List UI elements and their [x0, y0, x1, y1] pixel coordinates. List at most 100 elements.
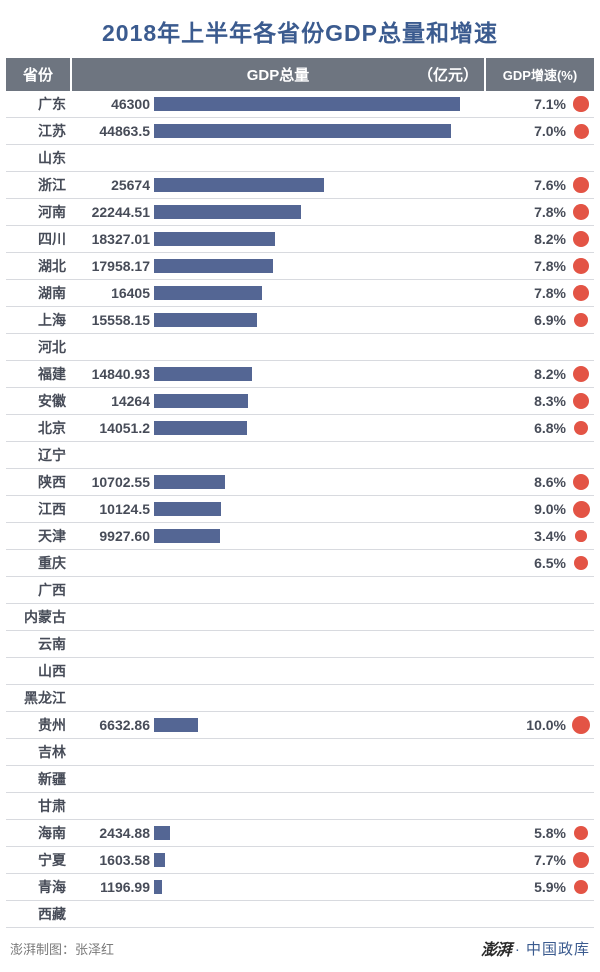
- gdp-cell: 2434.88: [70, 820, 486, 846]
- header-gdp: GDP总量 （亿元）: [70, 58, 486, 91]
- growth-cell: 5.8%: [486, 820, 594, 846]
- province-cell: 甘肃: [6, 793, 70, 819]
- table-row: 河南22244.517.8%: [6, 199, 594, 226]
- growth-dot: [573, 501, 590, 518]
- growth-dot: [573, 231, 589, 247]
- bar-wrap: [154, 361, 486, 387]
- gdp-cell: 1196.99: [70, 874, 486, 900]
- table-row: 宁夏1603.587.7%: [6, 847, 594, 874]
- province-cell: 内蒙古: [6, 604, 70, 630]
- gdp-bar: [154, 853, 165, 867]
- growth-value: 10.0%: [526, 717, 570, 733]
- bar-wrap: [154, 685, 486, 711]
- table-row: 江西10124.5 9.0%: [6, 496, 594, 523]
- growth-cell: 7.8%: [486, 253, 594, 279]
- growth-cell: 8.3%: [486, 388, 594, 414]
- table-row: 浙江256747.6%: [6, 172, 594, 199]
- header-gdp-unit: （亿元）: [418, 64, 478, 85]
- growth-dot: [573, 258, 589, 274]
- province-cell: 江苏: [6, 118, 70, 144]
- bar-wrap: [154, 550, 486, 576]
- gdp-cell: 1603.58: [70, 847, 486, 873]
- gdp-bar: [154, 826, 170, 840]
- province-cell: 青海: [6, 874, 70, 900]
- growth-value: 8.2%: [534, 231, 570, 247]
- gdp-bar: [154, 205, 301, 219]
- growth-cell: [486, 658, 594, 684]
- table-row: 新疆: [6, 766, 594, 793]
- table-row: 西藏: [6, 901, 594, 928]
- gdp-cell: [70, 577, 486, 603]
- gdp-cell: 14051.2: [70, 415, 486, 441]
- chart-title: 2018年上半年各省份GDP总量和增速: [6, 0, 594, 58]
- growth-dot: [574, 124, 589, 139]
- gdp-bar: [154, 313, 257, 327]
- growth-dot: [573, 96, 588, 111]
- growth-cell: 3.4%: [486, 523, 594, 549]
- growth-value: 7.1%: [534, 96, 570, 112]
- table-row: 江苏44863.57.0%: [6, 118, 594, 145]
- growth-dot: [573, 204, 589, 220]
- gdp-bar: [154, 475, 225, 489]
- gdp-bar: [154, 529, 220, 543]
- table-row: 辽宁: [6, 442, 594, 469]
- bar-wrap: [154, 118, 486, 144]
- table-row: 山西: [6, 658, 594, 685]
- gdp-cell: [70, 685, 486, 711]
- gdp-value: 2434.88: [70, 825, 154, 841]
- growth-value: 7.6%: [534, 177, 570, 193]
- growth-dot-wrap: [570, 285, 592, 301]
- growth-dot-wrap: [570, 530, 592, 541]
- province-cell: 浙江: [6, 172, 70, 198]
- growth-cell: 9.0%: [486, 496, 594, 522]
- growth-dot-wrap: [570, 716, 592, 734]
- growth-value: 7.0%: [534, 123, 570, 139]
- gdp-value: 10124.5: [70, 501, 154, 517]
- growth-cell: [486, 334, 594, 360]
- gdp-value: 15558.15: [70, 312, 154, 328]
- growth-cell: [486, 604, 594, 630]
- gdp-value: 14840.93: [70, 366, 154, 382]
- growth-cell: 7.8%: [486, 199, 594, 225]
- growth-value: 8.6%: [534, 474, 570, 490]
- province-cell: 宁夏: [6, 847, 70, 873]
- growth-value: 5.9%: [534, 879, 570, 895]
- bar-wrap: [154, 604, 486, 630]
- growth-dot: [575, 530, 586, 541]
- province-cell: 河北: [6, 334, 70, 360]
- province-cell: 云南: [6, 631, 70, 657]
- table-row: 湖北17958.177.8%: [6, 253, 594, 280]
- growth-dot-wrap: [570, 826, 592, 840]
- gdp-cell: 10124.5: [70, 496, 486, 522]
- footer-library: · 中国政库: [515, 938, 590, 959]
- bar-wrap: [154, 199, 486, 225]
- growth-dot: [573, 393, 589, 409]
- gdp-bar: [154, 421, 247, 435]
- gdp-cell: [70, 901, 486, 927]
- gdp-value: 6632.86: [70, 717, 154, 733]
- gdp-bar: [154, 367, 252, 381]
- province-cell: 广西: [6, 577, 70, 603]
- growth-dot-wrap: [570, 421, 592, 436]
- gdp-cell: 16405: [70, 280, 486, 306]
- gdp-bar: [154, 880, 162, 894]
- growth-cell: [486, 793, 594, 819]
- province-cell: 黑龙江: [6, 685, 70, 711]
- province-cell: 广东: [6, 91, 70, 117]
- gdp-value: 17958.17: [70, 258, 154, 274]
- bar-wrap: [154, 820, 486, 846]
- table-row: 天津9927.603.4%: [6, 523, 594, 550]
- gdp-value: 18327.01: [70, 231, 154, 247]
- gdp-cell: 10702.55: [70, 469, 486, 495]
- footer: 澎湃制图：张泽红 澎湃 · 中国政库: [6, 928, 594, 972]
- gdp-bar: [154, 718, 198, 732]
- bar-wrap: [154, 145, 486, 171]
- bar-wrap: [154, 172, 486, 198]
- table-row: 吉林: [6, 739, 594, 766]
- bar-wrap: [154, 496, 486, 522]
- table-row: 陕西10702.558.6%: [6, 469, 594, 496]
- growth-dot-wrap: [570, 204, 592, 220]
- growth-cell: [486, 685, 594, 711]
- province-cell: 江西: [6, 496, 70, 522]
- growth-cell: [486, 442, 594, 468]
